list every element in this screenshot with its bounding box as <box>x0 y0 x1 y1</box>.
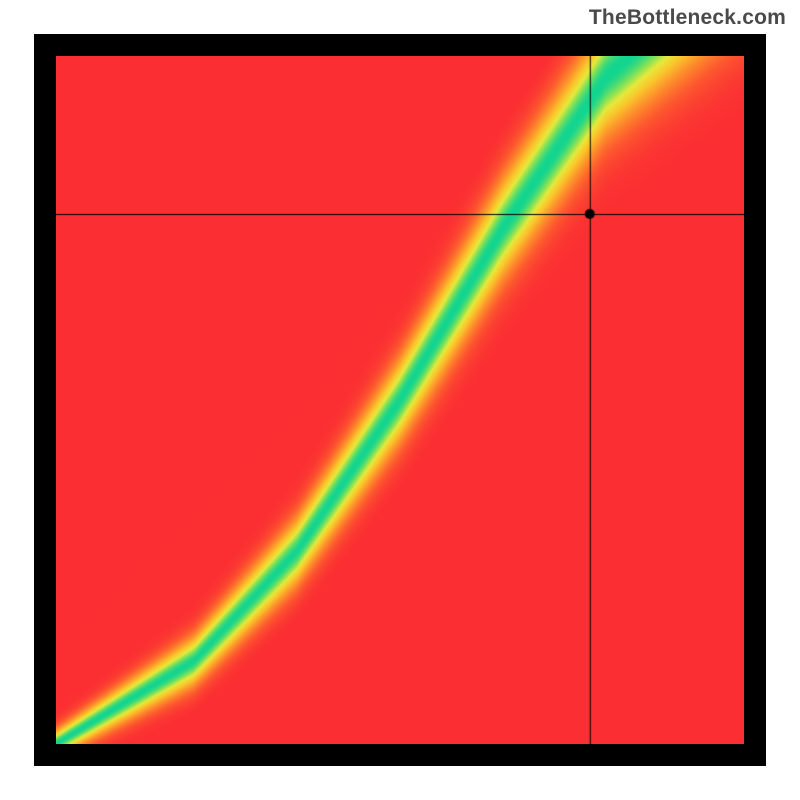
plot-frame <box>34 34 766 766</box>
attribution-text: TheBottleneck.com <box>589 6 786 30</box>
bottleneck-heatmap <box>56 56 744 744</box>
